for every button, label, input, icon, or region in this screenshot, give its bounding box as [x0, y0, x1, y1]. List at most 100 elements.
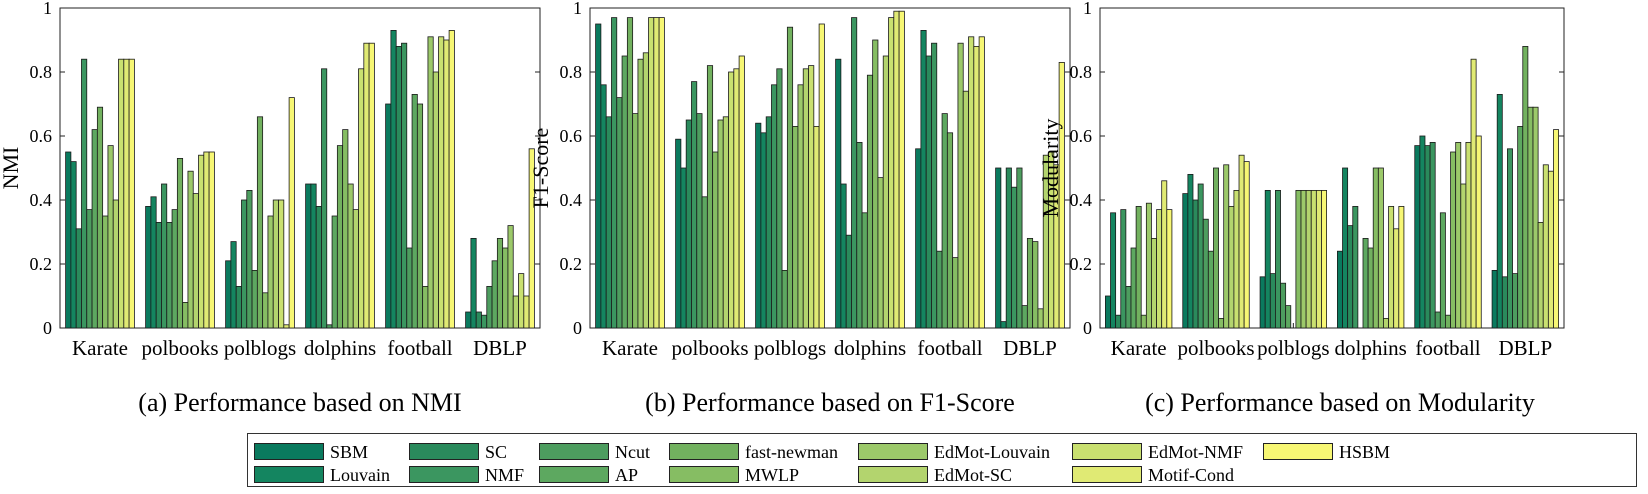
bar-sbm — [65, 151, 72, 329]
bar-edmot-nmf — [1233, 189, 1240, 329]
legend-label: SC — [485, 442, 508, 462]
bar-sc — [315, 205, 322, 329]
bar-motif-cond — [443, 39, 450, 329]
bar-sc — [685, 119, 692, 329]
plot-frame — [1099, 7, 1565, 329]
bar-sc — [1501, 276, 1508, 329]
y-tick-label: 0.6 — [560, 126, 583, 146]
x-tick-label: DBLP — [1498, 336, 1552, 360]
bar-motif-cond — [1315, 189, 1322, 329]
bar-louvain — [920, 29, 927, 329]
x-tick-label: polbooks — [671, 336, 748, 360]
bar-ncut — [86, 209, 93, 329]
bar-edmot-sc — [1383, 317, 1389, 329]
bar-fast-newman — [1213, 167, 1219, 329]
bar-ap — [621, 55, 628, 329]
bar-louvain — [840, 183, 847, 329]
bar-sc — [605, 116, 612, 329]
legend-swatch-edmot-sc — [858, 466, 928, 483]
bar-hsbm — [1166, 209, 1173, 329]
bar-sc — [765, 116, 772, 329]
caption-nmi: (a) Performance based on NMI — [138, 388, 462, 417]
bar-sc — [925, 55, 932, 329]
bar-hsbm — [128, 58, 135, 329]
bar-louvain — [600, 84, 607, 329]
bar-edmot-nmf — [198, 154, 205, 329]
legend-label: Motif-Cond — [1148, 465, 1235, 485]
bar-edmot-nmf — [648, 17, 655, 329]
bar-ncut — [1280, 282, 1287, 329]
chart-panel-1: 0 0.2 0.4 0.6 0.8 1 F1-Score Karate polbooks polb… — [528, 0, 1071, 360]
caption-modularity: (c) Performance based on Modularity — [1145, 388, 1535, 417]
bar-ap — [861, 212, 868, 329]
bar-edmot-sc — [962, 90, 969, 329]
bar-mwlp — [502, 247, 509, 329]
y-tick-label: 0.2 — [1070, 254, 1093, 274]
bar-louvain — [470, 237, 477, 329]
bar-motif-cond — [733, 68, 740, 329]
y-tick-label: 0.6 — [30, 126, 53, 146]
bar-sbm — [755, 122, 762, 329]
bar-motif-cond — [1547, 170, 1554, 329]
bar-motif-cond — [893, 10, 900, 329]
bar-nmf — [241, 199, 248, 329]
bar-sbm — [995, 167, 1002, 329]
bar-hsbm — [898, 10, 905, 329]
bar-sc — [1115, 314, 1122, 329]
bar-ncut — [1434, 311, 1441, 329]
y-axis-label: Modularity — [1038, 119, 1063, 218]
bar-motif-cond — [283, 324, 290, 329]
bar-edmot-louvain — [347, 183, 354, 329]
legend-swatch-motif-cond — [1072, 466, 1142, 483]
bar-motif-cond — [1393, 228, 1400, 329]
bar-louvain — [1419, 135, 1426, 329]
bar-nmf — [1507, 148, 1513, 329]
bar-louvain — [150, 196, 157, 329]
legend-label: Louvain — [330, 465, 390, 485]
bar-edmot-nmf — [808, 65, 815, 329]
y-tick-label: 0.4 — [1070, 190, 1093, 210]
bar-ncut — [616, 97, 623, 329]
bar-hsbm — [448, 29, 455, 329]
bar-sc — [1269, 273, 1276, 329]
bar-sc — [1192, 199, 1199, 329]
bar-fast-newman — [1522, 46, 1529, 329]
legend-swatch-sc — [409, 443, 479, 460]
bar-hsbm — [738, 55, 745, 329]
bar-sc — [1424, 145, 1431, 329]
bar-louvain — [760, 132, 767, 329]
bar-fast-newman — [706, 65, 714, 329]
x-tick-label: polblogs — [754, 336, 826, 360]
bar-ap — [491, 260, 498, 329]
bar-nmf — [1197, 183, 1204, 329]
bar-mwlp — [1140, 314, 1147, 329]
bar-ap — [1362, 237, 1369, 329]
bar-sc — [395, 46, 402, 329]
bar-edmot-sc — [1305, 189, 1312, 329]
bar-edmot-louvain — [507, 225, 514, 329]
bar-fast-newman — [866, 74, 874, 329]
bar-nmf — [611, 17, 618, 329]
bar-sbm — [1259, 276, 1266, 329]
bar-nmf — [481, 314, 488, 329]
bar-edmot-sc — [352, 209, 359, 329]
bar-nmf — [161, 183, 168, 329]
bar-edmot-sc — [192, 193, 199, 329]
x-tick-label: Karate — [1111, 336, 1167, 360]
bar-edmot-louvain — [1145, 202, 1152, 329]
bar-ncut — [326, 324, 333, 329]
bar-ncut — [1202, 218, 1209, 329]
bar-motif-cond — [523, 295, 530, 329]
bar-edmot-nmf — [118, 58, 125, 329]
bar-motif-cond — [1470, 58, 1477, 329]
bar-hsbm — [368, 42, 375, 329]
legend-swatch-ap — [539, 466, 609, 483]
y-tick-label: 1 — [43, 0, 52, 18]
bar-edmot-sc — [1460, 183, 1467, 329]
bar-edmot-louvain — [1455, 141, 1462, 329]
bar-ncut — [486, 285, 493, 329]
bar-edmot-nmf — [518, 273, 525, 329]
legend-label: HSBM — [1339, 442, 1391, 462]
bar-sbm — [305, 183, 312, 329]
